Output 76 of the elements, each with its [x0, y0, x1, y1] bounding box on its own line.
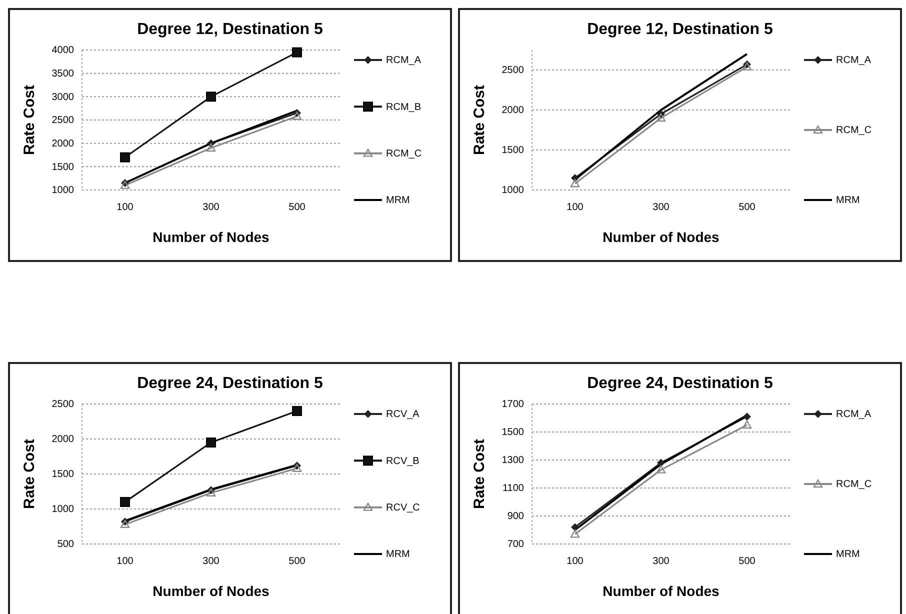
point [292, 112, 302, 120]
point [206, 92, 216, 102]
point [206, 143, 216, 152]
y-tick-label: 1000 [502, 185, 524, 196]
point [743, 412, 751, 421]
y-tick-label: 2000 [52, 138, 74, 150]
point [292, 47, 302, 58]
y-tick-label: 1300 [502, 455, 524, 466]
point [292, 406, 302, 416]
x-tick-label: 500 [288, 202, 306, 213]
y-tick-label: 2000 [502, 105, 524, 116]
legend-label: RCM_A [386, 55, 422, 66]
x-axis-title: Number of Nodes [602, 583, 720, 599]
y-tick-label: 3500 [52, 68, 74, 80]
point [206, 438, 216, 448]
x-tick-label: 500 [738, 556, 756, 567]
y-tick-label: 1700 [502, 399, 524, 410]
y-tick-label: 3000 [52, 92, 74, 103]
y-axis-title: Rate Cost [471, 438, 488, 510]
y-tick-label: 4000 [52, 45, 74, 56]
point [656, 465, 666, 474]
legend-label: RCM_B [386, 102, 422, 113]
legend-label: RCM_C [836, 125, 872, 136]
x-tick-label: 100 [566, 202, 584, 213]
point [570, 530, 580, 538]
y-axis-title: Rate Cost [21, 438, 38, 510]
y-tick-label: 500 [57, 539, 74, 550]
legend-label: RCV_C [386, 502, 420, 514]
y-tick-label: 1500 [502, 145, 524, 156]
x-tick-label: 300 [202, 556, 220, 567]
x-tick-label: 300 [652, 202, 670, 213]
legend-label: MRM [836, 195, 860, 206]
chart-title: Degree 12, Destination 5 [587, 21, 774, 38]
legend-label: RCV_A [386, 409, 420, 420]
legend-label: RCM_A [836, 409, 872, 420]
y-tick-label: 1500 [52, 162, 74, 173]
chart-title: Degree 24, Destination 5 [587, 375, 774, 392]
point [571, 523, 579, 532]
y-tick-label: 1500 [502, 427, 524, 438]
legend-label: MRM [386, 549, 410, 560]
y-tick-label: 1500 [52, 469, 74, 480]
point [657, 458, 665, 467]
x-axis-title: Number of Nodes [152, 583, 270, 599]
legend-label: RCM_C [836, 479, 872, 490]
x-axis-title: Number of Nodes [152, 229, 270, 245]
y-tick-label: 700 [507, 539, 524, 550]
y-tick-label: 1000 [52, 185, 74, 196]
y-tick-label: 2500 [502, 65, 524, 76]
x-tick-label: 100 [116, 556, 134, 567]
legend-label: RCM_A [836, 55, 872, 66]
point [570, 179, 580, 188]
y-tick-label: 1100 [502, 483, 524, 494]
x-tick-label: 500 [288, 556, 306, 567]
point [120, 152, 130, 162]
point [742, 420, 752, 429]
chart-title: Degree 24, Destination 5 [137, 375, 324, 392]
x-tick-label: 300 [202, 202, 220, 213]
chart-title: Degree 12, Destination 5 [137, 21, 324, 38]
legend-label: RCM_C [386, 148, 422, 160]
y-tick-label: 2000 [52, 434, 74, 446]
legend-label: RCV_B [386, 456, 420, 467]
x-tick-label: 100 [116, 202, 134, 213]
y-tick-label: 2500 [52, 115, 74, 126]
x-axis-title: Number of Nodes [602, 229, 720, 245]
point [656, 113, 666, 122]
y-axis-title: Rate Cost [471, 84, 488, 156]
y-axis-title: Rate Cost [21, 84, 38, 156]
legend-label: MRM [386, 195, 410, 206]
legend-label: MRM [836, 549, 860, 560]
point [120, 497, 130, 507]
x-tick-label: 500 [738, 202, 756, 213]
y-tick-label: 2500 [52, 399, 74, 410]
y-tick-label: 900 [507, 511, 524, 522]
x-tick-label: 100 [566, 556, 584, 567]
y-tick-label: 1000 [52, 504, 74, 516]
x-tick-label: 300 [652, 556, 670, 567]
